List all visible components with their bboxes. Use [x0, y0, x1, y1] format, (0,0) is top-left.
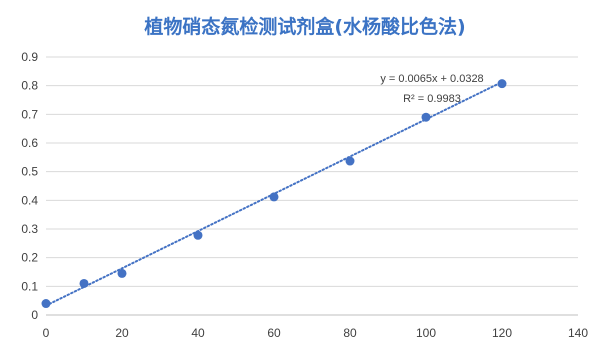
y-tick-label: 0.9 [21, 50, 38, 64]
y-tick-label: 0.5 [21, 165, 38, 179]
data-point [421, 112, 431, 122]
y-tick-label: 0.6 [21, 136, 38, 150]
y-tick-label: 0.2 [21, 251, 38, 265]
chart-title: 植物硝态氮检测试剂盒(水杨酸比色法) [144, 15, 465, 38]
x-tick-label: 20 [115, 326, 129, 340]
trendline-equation: y = 0.0065x + 0.0328 [380, 73, 483, 85]
y-tick-label: 0 [31, 308, 38, 322]
axes: 0 0.1 0.2 0.3 0.4 0.5 0.6 0.7 0.8 0.9 0 20 40 60 80 100… [21, 50, 588, 340]
x-tick-label: 80 [343, 326, 357, 340]
data-point [41, 299, 51, 309]
x-tick-label: 120 [492, 326, 512, 340]
y-tick-label: 0.4 [21, 193, 38, 207]
data-point [117, 268, 127, 278]
y-tick-label: 0.3 [21, 222, 38, 236]
x-tick-label: 100 [416, 326, 436, 340]
data-point [79, 278, 89, 288]
x-tick-label: 140 [568, 326, 588, 340]
data-point [497, 79, 507, 89]
y-tick-label: 0.8 [21, 79, 38, 93]
data-points [41, 79, 507, 309]
y-tick-label: 0.1 [21, 279, 38, 293]
data-point [193, 230, 203, 240]
x-tick-label: 0 [43, 326, 50, 340]
y-tick-label: 0.7 [21, 107, 38, 121]
x-tick-label: 60 [267, 326, 281, 340]
trendline-r-squared: R² = 0.9983 [403, 93, 461, 105]
gridlines [46, 56, 578, 287]
data-point [269, 192, 279, 202]
data-point [345, 156, 355, 166]
x-tick-label: 40 [191, 326, 205, 340]
